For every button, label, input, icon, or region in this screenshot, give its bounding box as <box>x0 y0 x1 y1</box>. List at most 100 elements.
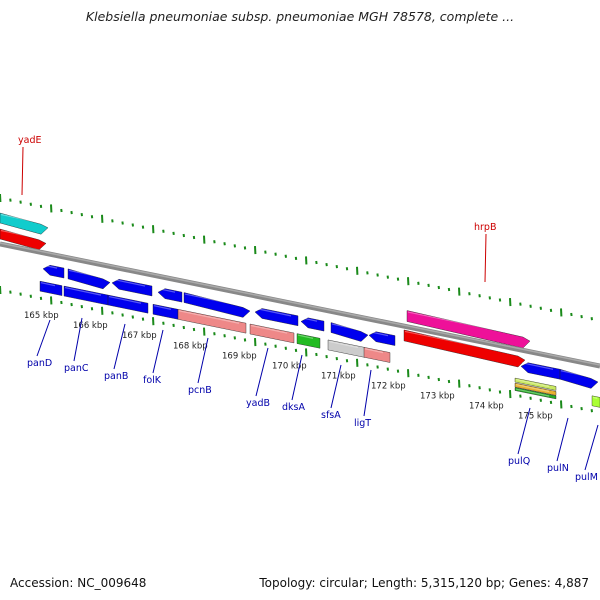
inner-tick-ring <box>0 285 593 413</box>
genome-summary-text: Topology: circular; Length: 5,315,120 bp… <box>259 576 589 590</box>
panD-leader <box>36 319 51 357</box>
panD-feature[interactable] <box>39 280 63 296</box>
folK-feature-shine <box>153 305 172 310</box>
tick-label-167: 167 kbp <box>122 331 157 341</box>
panD-feature-shine <box>40 282 56 287</box>
panC-upper-feature[interactable] <box>67 268 111 290</box>
sfsA-upper-feature[interactable] <box>330 322 369 342</box>
gene-label-leaders <box>21 146 599 471</box>
sfsA-label[interactable]: sfsA <box>321 410 341 421</box>
ligT-upper-feature-shine <box>369 331 389 337</box>
pcnB-upper-feature[interactable] <box>183 292 251 318</box>
tick-label-165: 165 kbp <box>24 311 59 321</box>
dksA-label[interactable]: dksA <box>282 402 305 413</box>
pulN-upper-feature[interactable] <box>559 368 599 389</box>
panB-label[interactable]: panB <box>104 371 128 382</box>
pulQ-label[interactable]: pulQ <box>508 456 530 467</box>
backbone-line <box>0 241 600 369</box>
panC-label[interactable]: panC <box>64 363 89 374</box>
yadB-label[interactable]: yadB <box>246 398 270 409</box>
map-title: Klebsiella pneumoniae subsp. pneumoniae … <box>85 9 515 24</box>
tick-label-173: 173 kbp <box>420 392 455 402</box>
tick-label-170: 170 kbp <box>272 361 307 371</box>
red-feature-left-shine <box>0 229 40 240</box>
hrpB-label[interactable]: hrpB <box>474 222 496 233</box>
pcnB-feature[interactable] <box>177 309 247 334</box>
yadB-feature[interactable] <box>249 323 295 344</box>
panB-feature[interactable] <box>107 294 149 314</box>
panB-upper-feature[interactable] <box>111 279 153 297</box>
backbone-highlight <box>0 242 600 366</box>
yadB-feature-shine <box>250 324 288 334</box>
sfsA-upper-feature-shine <box>331 323 362 331</box>
ligT-upper-feature[interactable] <box>368 331 396 346</box>
yadE-label[interactable]: yadE <box>18 135 41 146</box>
pulQ-feature-a-shine <box>515 378 550 388</box>
folK-leader <box>152 329 164 374</box>
pulQ-leader <box>517 407 531 455</box>
pulM-feature-shine <box>592 396 598 399</box>
dksA-upper-feature[interactable] <box>300 317 325 332</box>
hrpB-leader <box>484 233 487 283</box>
sfsA-leader <box>330 364 342 409</box>
gene-labels[interactable]: yadE hrpB panD panC panB folK pcnB yadB dksA sfsA… <box>18 135 598 483</box>
pcnB-feature-shine <box>178 310 240 324</box>
panC-leader <box>73 317 83 362</box>
red-feature-left[interactable] <box>0 228 47 251</box>
tick-label-168: 168 kbp <box>173 341 208 351</box>
panD-upper-feature[interactable] <box>42 264 65 279</box>
dksA-leader <box>291 354 303 401</box>
pulN-leader <box>556 417 569 462</box>
pulN-label[interactable]: pulN <box>547 463 569 474</box>
feature-tracks[interactable] <box>0 212 600 408</box>
pulQ-feature-c-shine <box>515 388 550 397</box>
yadE-leader <box>21 146 24 196</box>
panD-upper-feature-shine <box>43 264 58 269</box>
folK-label[interactable]: folK <box>143 375 162 386</box>
ligT-feature-shine <box>364 348 384 354</box>
pcnB-label[interactable]: pcnB <box>188 385 212 396</box>
panB-leader <box>113 323 126 370</box>
tick-label-166: 166 kbp <box>73 321 108 331</box>
hrpB-feature-shine <box>407 311 524 337</box>
yadB-upper-feature-shine <box>255 307 292 317</box>
panC-feature-shine <box>64 286 102 296</box>
ligT-label[interactable]: ligT <box>354 418 371 429</box>
pcnB-leader <box>197 337 209 384</box>
cyan-feature[interactable] <box>0 212 49 235</box>
ligT-feature[interactable] <box>363 347 391 363</box>
pulQ-feature-b[interactable] <box>514 382 557 396</box>
folK-upper-feature-shine <box>158 288 176 293</box>
cyan-feature-shine <box>0 213 42 224</box>
panD-label[interactable]: panD <box>27 358 52 369</box>
pulQ-upper-feature-shine <box>521 362 554 370</box>
folK-upper-feature[interactable] <box>157 288 183 303</box>
yadB-leader <box>255 347 269 397</box>
pulQ-feature-b-shine <box>515 383 550 393</box>
pulM-leader <box>584 424 599 471</box>
ligT-leader <box>363 369 372 417</box>
panB-feature-shine <box>108 295 142 304</box>
dksA-feature[interactable] <box>296 333 321 349</box>
sfsA-feature-shine <box>328 340 359 349</box>
red-feature-right-shine <box>404 330 519 356</box>
pulQ-feature-c[interactable] <box>514 387 557 400</box>
panC-upper-feature-shine <box>68 269 104 279</box>
tick-label-172: 172 kbp <box>371 382 406 392</box>
pulQ-upper-feature[interactable] <box>520 362 561 380</box>
pulM-feature[interactable] <box>591 395 600 408</box>
red-feature-right[interactable] <box>403 329 526 368</box>
pcnB-upper-feature-shine <box>184 293 244 307</box>
pulQ-feature-a[interactable] <box>514 377 557 391</box>
genome-backbone <box>0 241 600 369</box>
dksA-feature-shine <box>297 334 314 339</box>
tick-label-174: 174 kbp <box>469 402 504 412</box>
dksA-upper-feature-shine <box>301 317 318 322</box>
outer-tick-ring <box>0 193 593 321</box>
yadB-upper-feature[interactable] <box>254 308 299 327</box>
accession-text: Accession: NC_009648 <box>10 576 147 590</box>
pulM-label[interactable]: pulM <box>575 472 598 483</box>
tick-label-169: 169 kbp <box>222 351 257 361</box>
hrpB-feature[interactable] <box>406 310 531 349</box>
